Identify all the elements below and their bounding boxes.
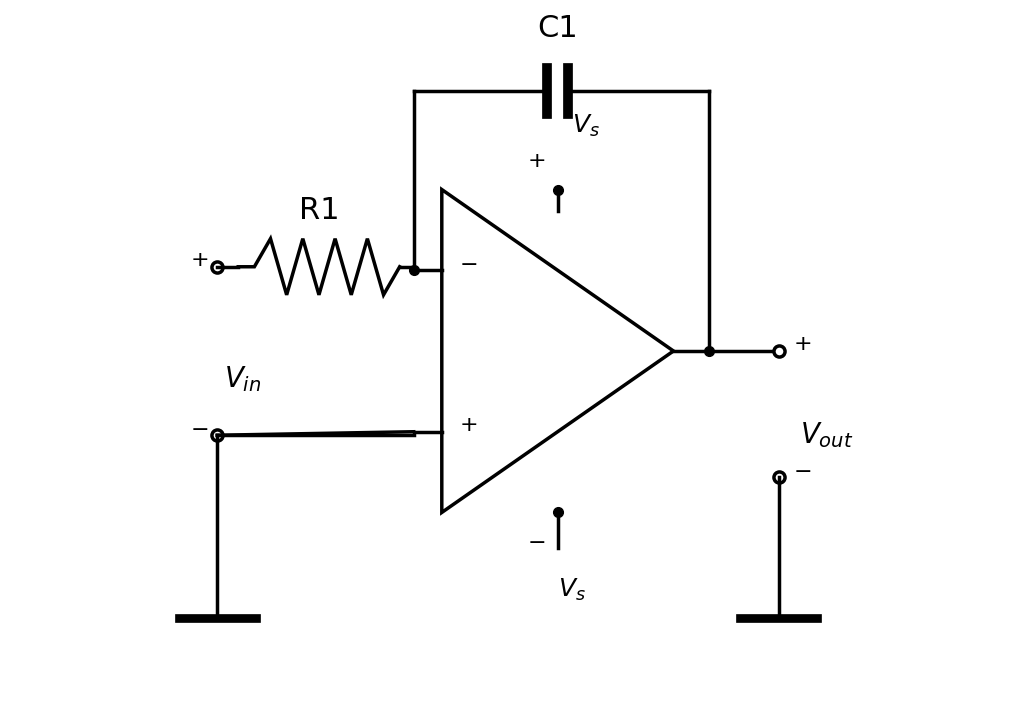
- Text: $+$: $+$: [527, 152, 546, 171]
- Text: $-$: $-$: [460, 253, 477, 273]
- Text: $-$: $-$: [190, 418, 209, 438]
- Text: C1: C1: [538, 13, 578, 43]
- Text: $+$: $+$: [793, 334, 811, 354]
- Text: $V_{out}$: $V_{out}$: [800, 420, 853, 450]
- Text: $V_s$: $V_s$: [558, 576, 586, 603]
- Text: $+$: $+$: [460, 415, 477, 435]
- Text: $V_{in}$: $V_{in}$: [224, 364, 261, 394]
- Text: $-$: $-$: [793, 461, 811, 480]
- Text: $+$: $+$: [190, 250, 209, 270]
- Text: R1: R1: [299, 196, 339, 225]
- Text: $-$: $-$: [527, 531, 546, 550]
- Text: $V_s$: $V_s$: [571, 113, 600, 140]
